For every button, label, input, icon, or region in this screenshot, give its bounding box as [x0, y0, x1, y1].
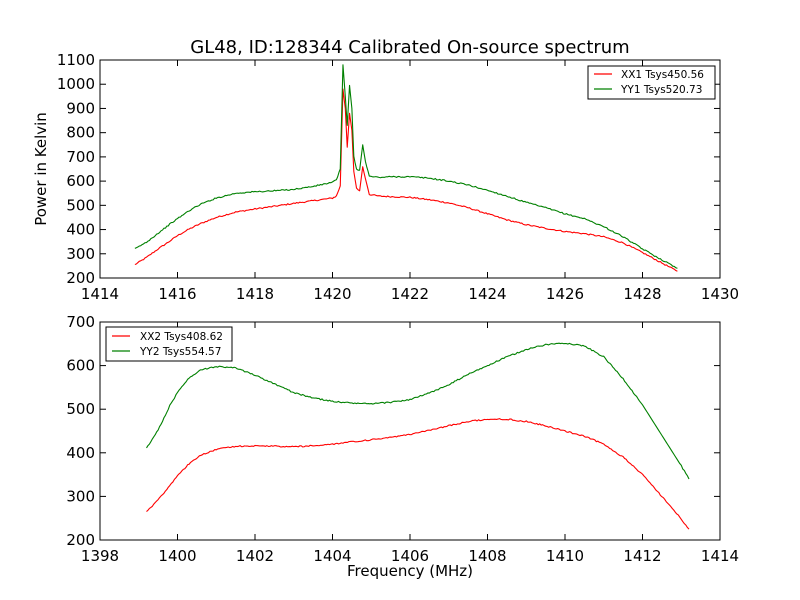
x-tick-label: 1402 [236, 547, 274, 565]
bottom-panel: 1398 1400 1402 1404 1406 1408 1410 1412 1414 200… [66, 313, 739, 580]
series-line-yy2 [146, 342, 690, 480]
y-tick-label: 400 [66, 444, 95, 462]
bottom-y-ticks: 200 300 400 500 600 700 [66, 313, 720, 549]
x-tick-label: 1414 [701, 547, 739, 565]
x-tick-label: 1418 [236, 285, 274, 303]
top-legend-label-yy1: YY1 Tsys520.73 [620, 84, 702, 96]
top-y-axis-label: Power in Kelvin [32, 112, 50, 226]
x-tick-label: 1410 [546, 547, 584, 565]
x-tick-label: 1426 [546, 285, 584, 303]
bottom-legend-label-yy2: YY2 Tsys554.57 [139, 346, 221, 358]
x-tick-label: 1408 [468, 547, 506, 565]
x-tick-label: 1428 [623, 285, 661, 303]
series-line-xx2 [146, 418, 690, 530]
y-tick-label: 600 [66, 172, 95, 190]
bottom-series-group [146, 342, 690, 530]
top-panel: 1414 1416 1418 1420 1422 1424 1426 1428 1430 200… [32, 51, 739, 303]
y-tick-label: 700 [66, 148, 95, 166]
y-tick-label: 300 [66, 487, 95, 505]
y-tick-label: 1000 [57, 75, 95, 93]
y-tick-label: 500 [66, 400, 95, 418]
x-tick-label: 1430 [701, 285, 739, 303]
x-tick-label: 1400 [158, 547, 196, 565]
y-tick-label: 700 [66, 313, 95, 331]
bottom-legend-label-xx2: XX2 Tsys408.62 [140, 331, 223, 343]
y-tick-label: 800 [66, 124, 95, 142]
bottom-legend: XX2 Tsys408.62 YY2 Tsys554.57 [105, 326, 233, 362]
top-y-ticks: 200 300 400 500 600 700 800 900 1000 1100 [57, 51, 720, 287]
y-tick-label: 400 [66, 221, 95, 239]
bottom-x-ticks: 1398 1400 1402 1404 1406 1408 1410 1412 1414 [81, 322, 739, 565]
top-x-ticks: 1414 1416 1418 1420 1422 1424 1426 1428 1430 [81, 60, 739, 303]
y-tick-label: 200 [66, 269, 95, 287]
x-tick-label: 1422 [391, 285, 429, 303]
y-tick-label: 900 [66, 99, 95, 117]
bottom-legend-box [105, 326, 233, 362]
y-tick-label: 300 [66, 245, 95, 263]
top-series-group [134, 64, 678, 272]
top-legend-label-xx1: XX1 Tsys450.56 [621, 69, 704, 81]
x-tick-label: 1404 [313, 547, 351, 565]
series-line-xx1 [134, 88, 678, 272]
y-tick-label: 600 [66, 357, 95, 375]
x-tick-label: 1398 [81, 547, 119, 565]
top-legend: XX1 Tsys450.56 YY1 Tsys520.73 [587, 65, 716, 100]
x-tick-label: 1414 [81, 285, 119, 303]
series-line-yy1 [134, 64, 678, 269]
y-tick-label: 1100 [57, 51, 95, 69]
x-tick-label: 1424 [468, 285, 506, 303]
x-tick-label: 1406 [391, 547, 429, 565]
y-tick-label: 200 [66, 531, 95, 549]
x-tick-label: 1416 [158, 285, 196, 303]
bottom-x-axis-label: Frequency (MHz) [347, 562, 473, 580]
top-legend-box [587, 65, 716, 100]
figure-title: GL48, ID:128344 Calibrated On-source spe… [190, 37, 629, 58]
x-tick-label: 1420 [313, 285, 351, 303]
y-tick-label: 500 [66, 196, 95, 214]
x-tick-label: 1412 [623, 547, 661, 565]
